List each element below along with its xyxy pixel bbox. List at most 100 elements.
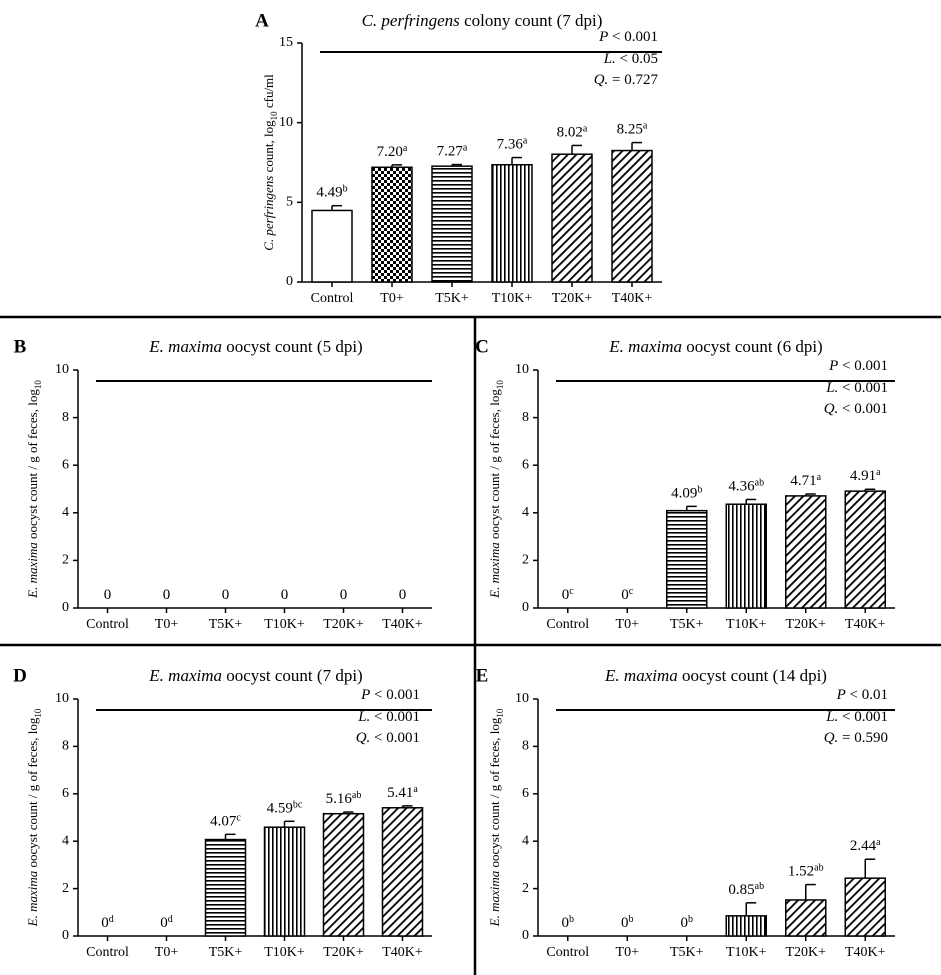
panel-c-xtick-label: T5K+ [670, 617, 704, 632]
panel-c-xtick-label: Control [546, 617, 589, 632]
panel-e-xtick-label: T5K+ [670, 945, 704, 960]
panel-a-value-label: 4.49b [316, 183, 347, 201]
panel-e-stat-p: P < 0.01 [836, 687, 888, 703]
panel-c-bar [785, 495, 827, 609]
panel-a-bar [431, 165, 473, 283]
panel-c-bar [666, 509, 708, 609]
panel-d-ytick-label: 4 [62, 833, 69, 848]
panel-d-xtick-label: Control [86, 945, 129, 960]
panel-b-xtick-label: T0+ [155, 617, 179, 632]
panel-d-xtick-label: T0+ [155, 945, 179, 960]
panel-b-xtick-label: Control [86, 617, 129, 632]
panel-c-bar [844, 490, 886, 609]
panel-e-ytick-label: 0 [522, 928, 529, 943]
panel-d: D E. maxima oocyst count (7 dpi) E. maxima… [13, 665, 432, 960]
panel-d-value-label: 5.16ab [326, 790, 362, 808]
panel-e-ytick-label: 10 [515, 691, 529, 706]
panel-a-bar [371, 166, 413, 283]
panel-c-ytick-label: 0 [522, 600, 529, 615]
panel-b-title: E. maxima oocyst count (5 dpi) [148, 337, 362, 356]
panel-d-xtick-label: T20K+ [323, 945, 364, 960]
panel-d-ytick-label: 2 [62, 881, 69, 896]
panel-a-bar [551, 153, 593, 283]
panel-e-ytick-label: 4 [522, 833, 529, 848]
panel-a-stat-l: L. < 0.05 [603, 51, 658, 67]
panel-a-bar [311, 209, 353, 283]
panel-d-bar [204, 838, 247, 937]
panel-b-value-label: 0 [340, 587, 348, 603]
panel-e-stat-q: Q. = 0.590 [824, 730, 888, 746]
panel-e-xtick-label: T10K+ [726, 945, 767, 960]
panel-b-ylabel: E. maxima oocyst count / g of feces, log… [25, 380, 43, 599]
panel-e-value-label: 0b [562, 914, 575, 932]
panel-e-value-label: 0.85ab [728, 880, 764, 898]
panel-d-ytick-label: 8 [62, 739, 69, 754]
panel-b-ytick-label: 10 [55, 362, 69, 377]
panel-c-value-label: 4.71a [790, 471, 821, 489]
panel-a-value-label: 7.27a [437, 142, 468, 160]
panel-c-value-label: 4.91a [850, 467, 881, 485]
panel-a-bar [491, 163, 533, 283]
panel-a-stat-p: P < 0.001 [598, 29, 658, 45]
panel-a-xtick-label: T5K+ [435, 291, 469, 306]
panel-e-bar [725, 915, 767, 937]
panel-c-value-label: 0c [562, 586, 575, 604]
panel-c-ytick-label: 2 [522, 553, 529, 568]
panel-e-xtick-label: T0+ [616, 945, 640, 960]
panel-d-value-label: 0d [160, 914, 173, 932]
panel-a-value-label: 7.36a [497, 135, 528, 153]
panel-d-title: E. maxima oocyst count (7 dpi) [148, 666, 362, 685]
panel-a-xtick-label: T10K+ [492, 291, 533, 306]
panel-d-stat-p: P < 0.001 [360, 687, 420, 703]
panel-c: C E. maxima oocyst count (6 dpi) E. maxima… [475, 336, 895, 632]
panel-d-ytick-label: 6 [62, 786, 69, 801]
panel-b-ytick-label: 4 [62, 505, 69, 520]
panel-c-stat-q: Q. < 0.001 [824, 401, 888, 417]
panel-b-value-label: 0 [281, 587, 289, 603]
panel-e-ytick-label: 2 [522, 881, 529, 896]
panel-d-bar [381, 807, 424, 937]
panel-b-xtick-label: T40K+ [382, 617, 423, 632]
panel-b-letter: B [14, 336, 27, 357]
panel-b-xtick-label: T10K+ [264, 617, 305, 632]
panel-a-xtick-label: T40K+ [612, 291, 653, 306]
panel-b-xtick-label: T5K+ [209, 617, 243, 632]
panel-c-xtick-label: T40K+ [845, 617, 886, 632]
panel-e-xtick-label: T40K+ [845, 945, 886, 960]
panel-a-title: C. perfringens colony count (7 dpi) [362, 11, 603, 30]
panel-a-letter: A [255, 10, 269, 31]
panel-c-stat-p: P < 0.001 [828, 358, 888, 374]
panels-layer: A C. perfringens colony count (7 dpi) C. p… [13, 10, 895, 960]
panel-d-stat-q: Q. < 0.001 [356, 730, 420, 746]
panel-c-value-label: 4.36ab [728, 477, 764, 495]
panel-c-xtick-label: T0+ [616, 617, 640, 632]
panel-e-letter: E [476, 665, 489, 686]
panel-d-letter: D [13, 665, 27, 686]
panel-d-value-label: 4.07c [210, 812, 241, 830]
panel-e-value-label: 0b [681, 914, 694, 932]
panel-d-bar [322, 812, 365, 937]
panel-c-value-label: 4.09b [671, 484, 702, 502]
panel-a-ytick-label: 10 [279, 115, 293, 130]
panel-b-value-label: 0 [222, 587, 230, 603]
panel-c-xtick-label: T20K+ [785, 617, 826, 632]
panel-d-value-label: 0d [101, 914, 114, 932]
panel-c-ytick-label: 6 [522, 457, 529, 472]
panel-a-value-label: 8.02a [557, 123, 588, 141]
panel-d-ytick-label: 10 [55, 691, 69, 706]
panel-e-title: E. maxima oocyst count (14 dpi) [604, 666, 827, 685]
panel-c-bar [725, 503, 767, 609]
panel-d-xtick-label: T5K+ [209, 945, 243, 960]
panel-b-ytick-label: 2 [62, 553, 69, 568]
panel-d-stat-l: L. < 0.001 [357, 709, 420, 725]
panel-a-ytick-label: 0 [286, 274, 293, 289]
panel-e-ytick-label: 8 [522, 739, 529, 754]
panel-a-ytick-label: 5 [286, 195, 293, 210]
panel-a-xtick-label: T0+ [380, 291, 404, 306]
panel-e-stat-l: L. < 0.001 [825, 709, 888, 725]
panel-e-xtick-label: T20K+ [785, 945, 826, 960]
panel-e-bar [844, 877, 886, 937]
panel-b: B E. maxima oocyst count (5 dpi) E. maxima… [14, 336, 432, 632]
panel-d-xtick-label: T40K+ [382, 945, 423, 960]
